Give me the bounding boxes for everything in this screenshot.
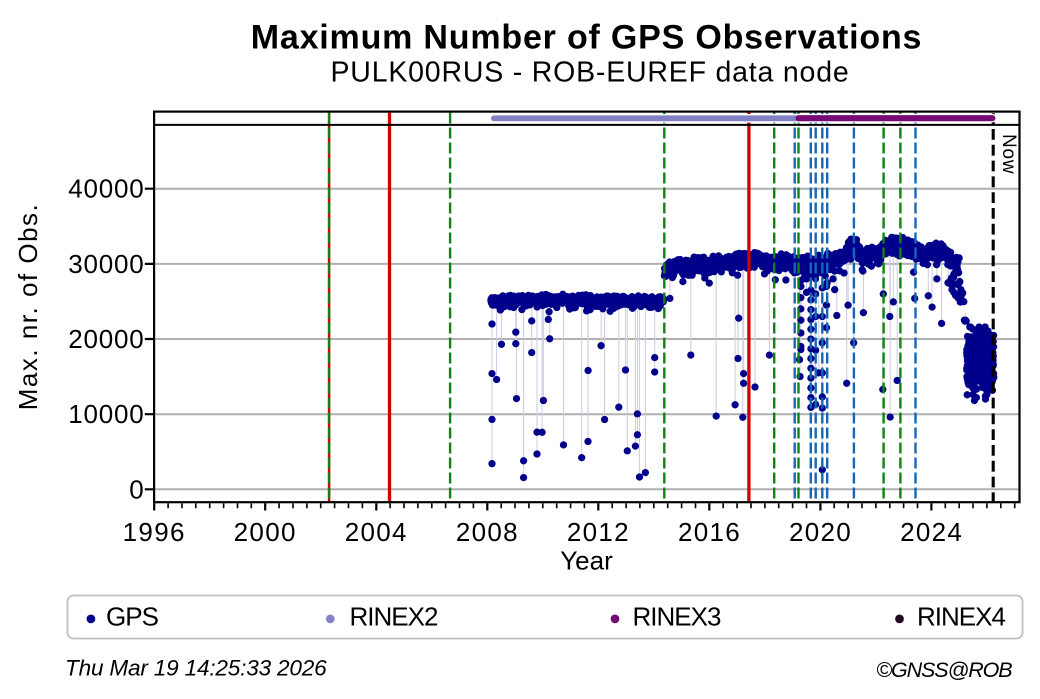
svg-text:RINEX3: RINEX3 <box>633 602 721 632</box>
svg-text:Thu Mar 19 14:25:33 2026: Thu Mar 19 14:25:33 2026 <box>65 656 327 681</box>
svg-text:2020: 2020 <box>789 517 852 547</box>
svg-text:2004: 2004 <box>345 517 408 547</box>
svg-text:PULK00RUS - ROB-EUREF data nod: PULK00RUS - ROB-EUREF data node <box>331 57 850 89</box>
svg-text:Maximum Number of GPS Observat: Maximum Number of GPS Observations <box>251 18 922 56</box>
svg-text:Year: Year <box>560 546 613 576</box>
svg-text:10000: 10000 <box>68 399 144 429</box>
svg-text:40000: 40000 <box>68 174 144 204</box>
svg-text:RINEX4: RINEX4 <box>917 602 1005 632</box>
svg-text:2016: 2016 <box>678 517 741 547</box>
svg-text:20000: 20000 <box>68 324 144 354</box>
svg-text:GPS: GPS <box>106 602 159 632</box>
svg-text:2024: 2024 <box>900 517 963 547</box>
svg-text:Now: Now <box>998 134 1019 174</box>
svg-text:1996: 1996 <box>123 517 186 547</box>
svg-text:Max. nr. of Obs.: Max. nr. of Obs. <box>13 203 43 411</box>
svg-text:2008: 2008 <box>456 517 519 547</box>
svg-text:0: 0 <box>129 474 144 504</box>
svg-text:30000: 30000 <box>68 249 144 279</box>
svg-text:RINEX2: RINEX2 <box>350 602 438 632</box>
svg-text:2000: 2000 <box>234 517 297 547</box>
svg-text:2012: 2012 <box>567 517 630 547</box>
svg-text:©GNSS@ROB: ©GNSS@ROB <box>876 658 1012 682</box>
